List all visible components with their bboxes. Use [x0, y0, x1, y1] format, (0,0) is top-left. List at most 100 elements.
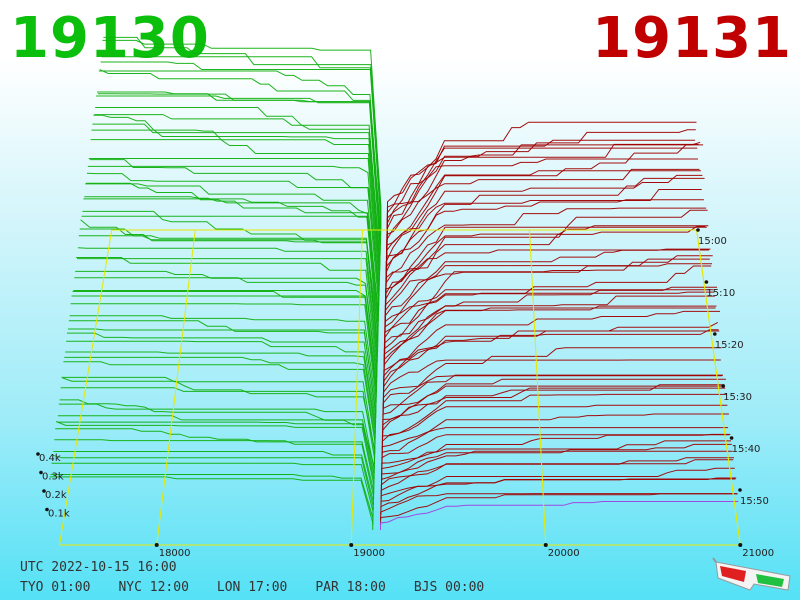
ask-depth-line: [385, 174, 703, 281]
ask-depth-line: [383, 310, 720, 403]
z-tick-dot: [36, 452, 40, 456]
bid-depth-line: [97, 91, 381, 266]
bid-depth-line: [61, 376, 375, 464]
x-tick-dot: [543, 543, 548, 547]
ask-depth-line: [383, 286, 718, 383]
z-tick-label: 0.2k: [45, 490, 67, 501]
ask-depth-line: [387, 139, 696, 230]
z-tick-dot: [42, 489, 46, 493]
bid-depth-line: [83, 198, 379, 342]
time-tick-dot: [713, 332, 717, 336]
time-tick-dot: [696, 228, 700, 232]
bid-depth-line: [60, 387, 375, 469]
bid-depth-line: [81, 215, 379, 352]
time-tick-label: 15:40: [732, 444, 761, 455]
bid-depth-line: [102, 39, 382, 236]
ask-depth-line: [382, 378, 726, 444]
bid-depth-line: [96, 95, 381, 271]
time-tick-label: 15:20: [715, 340, 744, 351]
bid-depth-line: [51, 462, 374, 520]
ask-depth-line: [384, 258, 710, 332]
3d-glasses-icon[interactable]: [712, 556, 794, 596]
ask-depth-line: [381, 427, 729, 459]
x-tick-dot: [154, 543, 159, 547]
bid-depth-line: [71, 295, 377, 408]
time-tick-dot: [721, 384, 725, 388]
timezone-clocks: TYO 01:00 NYC 12:00 LON 17:00 PAR 18:00 …: [20, 580, 484, 595]
bid-depth-line: [90, 139, 380, 302]
ask-depth-line: [383, 295, 715, 368]
utc-time: UTC 2022-10-15 16:00: [20, 560, 177, 575]
bid-depth-line: [49, 476, 374, 530]
ask-depth-line: [380, 493, 737, 520]
ask-depth-line: [381, 404, 728, 454]
ask-depth-line: [382, 384, 725, 434]
ask-depth-line: [380, 477, 737, 515]
z-tick-label: 0.4k: [39, 453, 61, 464]
time-tick-label: 15:50: [740, 496, 769, 507]
ask-depth-line: [385, 226, 707, 312]
ask-depth-line: [382, 387, 726, 439]
bid-depth-line: [98, 70, 381, 256]
tz-london: LON 17:00: [216, 580, 288, 595]
ask-depth-line: [380, 459, 734, 495]
ask-depth-line: [383, 307, 716, 373]
bid-depth-line: [58, 403, 375, 480]
bid-depth-line: [53, 451, 374, 510]
tz-new-york: NYC 12:00: [118, 580, 189, 595]
bid-depth-line: [94, 114, 380, 281]
bid-depth-line: [52, 454, 374, 515]
bid-depth-line: [92, 123, 380, 291]
ask-depth-line: [382, 359, 721, 408]
ask-depth-line: [383, 329, 719, 393]
ask-depth-line: [381, 450, 733, 490]
ask-depth-line: [386, 129, 696, 236]
z-tick-dot: [39, 470, 43, 475]
ask-price: 19131: [592, 6, 792, 71]
ask-depth-line: [385, 177, 705, 297]
bid-depth-line: [86, 172, 379, 322]
ask-depth-line: [381, 413, 729, 464]
bid-depth-line: [72, 291, 377, 403]
bid-depth-line: [77, 258, 378, 378]
ask-depth-line: [386, 189, 702, 276]
ask-depth-line: [381, 440, 732, 480]
tz-tokyo: TYO 01:00: [20, 580, 91, 595]
ask-depth-line: [381, 433, 731, 475]
x-tick-label: 18000: [159, 548, 191, 559]
ask-depth-line: [382, 375, 723, 419]
tz-beijing: BJS 00:00: [413, 580, 485, 595]
ask-depth-line: [382, 374, 723, 424]
ask-depth-line: [381, 443, 732, 485]
bid-depth-line: [91, 129, 380, 297]
bid-depth-line: [86, 182, 379, 327]
bid-depth-line: [103, 36, 382, 230]
ask-depth-line: [381, 393, 727, 449]
bid-depth-line: [84, 196, 379, 337]
bid-depth-line: [77, 247, 378, 373]
ask-depth-line: [383, 305, 717, 378]
bid-depth-line: [87, 165, 379, 317]
bid-depth-line: [89, 159, 380, 307]
bid-depth-line: [67, 328, 376, 429]
ask-depth-line: [386, 141, 701, 266]
bid-depth-line: [64, 356, 376, 449]
bid-depth-line: [68, 320, 377, 424]
bid-depth-line: [70, 303, 377, 414]
chart-grid: [36, 228, 743, 547]
bid-depth-line: [73, 290, 377, 398]
bid-depth-line: [66, 340, 376, 439]
z-tick-dot: [45, 507, 49, 512]
axis-labels: 18000 19000 20000 21000 0.1k 0.2k 0.3k 0.4k 15:0…: [39, 236, 774, 559]
ask-depth-line: [385, 144, 704, 286]
bid-depth-line: [101, 56, 382, 241]
bid-depth-line: [55, 428, 375, 500]
bid-depth-line: [75, 270, 378, 388]
x-grid-line: [696, 229, 741, 546]
ask-depth-line: [385, 209, 708, 317]
ask-depth-line: [384, 255, 713, 352]
ask-depth-line: [383, 291, 715, 363]
bid-depth-line: [76, 257, 378, 383]
ask-depth-line: [386, 168, 700, 261]
